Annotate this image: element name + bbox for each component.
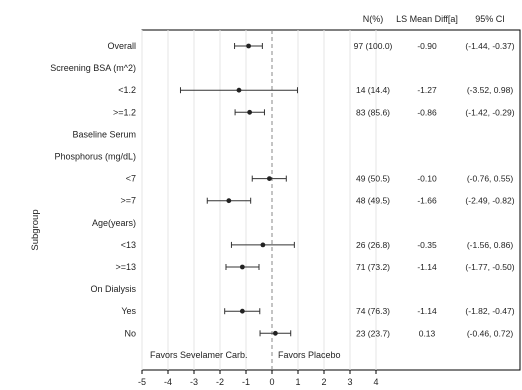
cell-n: 26 (26.8) [356, 240, 390, 250]
cell-ls-mean-diff: 0.13 [419, 328, 436, 338]
cell-ci: (-1.56, 0.86) [467, 240, 513, 250]
cell-ls-mean-diff: -0.35 [417, 240, 437, 250]
y-axis-title: Subgroup [30, 209, 41, 250]
cell-ci: (-1.82, -0.47) [465, 306, 514, 316]
cell-n: 49 (50.5) [356, 174, 390, 184]
subgroup-label: <1.2 [118, 85, 136, 95]
point-estimate [261, 243, 266, 248]
cell-ls-mean-diff: -0.90 [417, 41, 437, 51]
subgroup-label: >=13 [115, 262, 136, 272]
x-tick-label: -5 [138, 377, 146, 387]
cell-n: 74 (76.3) [356, 306, 390, 316]
cell-ci: (-0.46, 0.72) [467, 328, 513, 338]
subgroup-rows: Overall 97 (100.0) -0.90 (-1.44, -0.37) Scre… [50, 41, 514, 338]
subgroup-label: >=7 [120, 196, 136, 206]
point-estimate [237, 88, 242, 93]
x-tick-label: 0 [269, 377, 274, 387]
cell-ls-mean-diff: -0.10 [417, 174, 437, 184]
subgroup-header-label: Age(years) [92, 218, 136, 228]
cell-ci: (-0.76, 0.55) [467, 174, 513, 184]
favors-left-label: Favors Sevelamer Carb. [150, 350, 248, 360]
x-tick-label: -4 [164, 377, 172, 387]
cell-ci: (-3.52, 0.98) [467, 85, 513, 95]
point-estimate [226, 198, 231, 203]
cell-ci: (-1.77, -0.50) [465, 262, 514, 272]
cell-ci: (-1.42, -0.29) [465, 107, 514, 117]
column-header-ls-mean-diff: LS Mean Diff[a] [396, 14, 458, 24]
subgroup-label: >=1.2 [113, 107, 136, 117]
point-estimate [240, 309, 245, 314]
column-header-n: N(%) [363, 14, 384, 24]
cell-n: 71 (73.2) [356, 262, 390, 272]
cell-n: 14 (14.4) [356, 85, 390, 95]
x-tick-label: -1 [242, 377, 250, 387]
point-estimate [246, 44, 251, 49]
point-estimate [267, 176, 272, 181]
column-header-ci: 95% CI [475, 14, 505, 24]
vertical-gridlines [142, 30, 376, 370]
x-tick-label: -2 [216, 377, 224, 387]
x-tick-label: 2 [321, 377, 326, 387]
subgroup-header-label: Baseline Serum [72, 129, 136, 139]
subgroup-header-label: Screening BSA (m^2) [50, 63, 136, 73]
cell-n: 23 (23.7) [356, 328, 390, 338]
subgroup-label: Yes [121, 306, 136, 316]
point-estimate [273, 331, 278, 336]
subgroup-label: Overall [107, 41, 136, 51]
cell-n: 97 (100.0) [354, 41, 393, 51]
x-axis: -5 -4 -3 -2 -1 0 1 2 3 4 [138, 370, 379, 387]
subgroup-label: <7 [126, 174, 136, 184]
cell-ls-mean-diff: -1.14 [417, 262, 437, 272]
subgroup-header-label: On Dialysis [90, 284, 136, 294]
subgroup-label: No [124, 328, 136, 338]
favors-right-label: Favors Placebo [278, 350, 341, 360]
cell-n: 83 (85.6) [356, 107, 390, 117]
cell-ls-mean-diff: -0.86 [417, 107, 437, 117]
subgroup-label: <13 [121, 240, 136, 250]
cell-ci: (-1.44, -0.37) [465, 41, 514, 51]
cell-ls-mean-diff: -1.27 [417, 85, 437, 95]
x-tick-label: 1 [295, 377, 300, 387]
cell-ls-mean-diff: -1.14 [417, 306, 437, 316]
cell-n: 48 (49.5) [356, 196, 390, 206]
cell-ls-mean-diff: -1.66 [417, 196, 437, 206]
cell-ci: (-2.49, -0.82) [465, 196, 514, 206]
x-tick-label: 3 [347, 377, 352, 387]
column-headers: N(%) LS Mean Diff[a] 95% CI [363, 14, 505, 24]
x-tick-label: -3 [190, 377, 198, 387]
point-estimate [247, 110, 252, 115]
point-estimate [240, 265, 245, 270]
plot-frame [142, 30, 520, 370]
x-tick-label: 4 [373, 377, 378, 387]
subgroup-header-label: Phosphorus (mg/dL) [54, 152, 136, 162]
